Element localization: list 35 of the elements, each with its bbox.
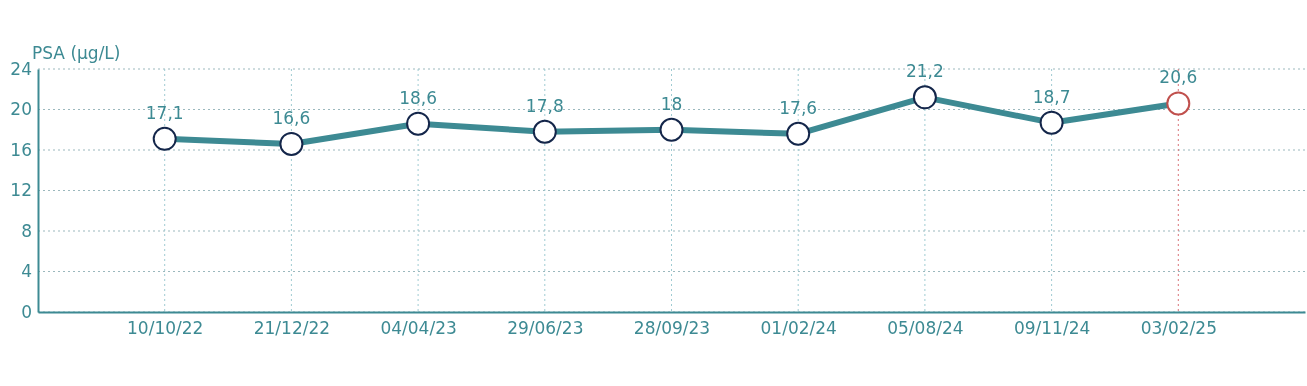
y-axis-title: PSA (µg/L) <box>32 43 121 63</box>
point <box>659 117 684 142</box>
point <box>1039 110 1064 135</box>
point <box>912 85 937 110</box>
x-tick-label: 09/11/24 <box>1013 318 1091 339</box>
y-tick-label: 12 <box>10 180 32 201</box>
point <box>1166 91 1191 116</box>
point <box>406 111 431 136</box>
x-tick-label: 21/12/22 <box>253 318 331 339</box>
y-tick-label: 8 <box>21 220 32 241</box>
point <box>279 131 304 156</box>
data-label: 17,8 <box>525 95 564 116</box>
y-tick-label: 20 <box>10 99 32 120</box>
data-label: 18,6 <box>399 87 438 108</box>
data-label: 18,7 <box>1032 86 1071 107</box>
data-label: 21,2 <box>905 61 944 82</box>
y-tick-label: 4 <box>21 261 32 282</box>
point <box>532 119 557 144</box>
data-label: 17,1 <box>145 102 184 123</box>
x-tick-label: 10/10/22 <box>127 318 204 339</box>
x-tick-label: 03/02/25 <box>1140 318 1217 339</box>
x-tick-label: 28/09/23 <box>633 318 711 339</box>
point <box>786 121 811 146</box>
data-label: 20,6 <box>1159 67 1198 88</box>
y-tick-label: 0 <box>21 301 32 322</box>
x-tick-label: 05/08/24 <box>887 318 964 339</box>
y-tick-label: 16 <box>10 139 32 160</box>
x-tick-label: 04/04/23 <box>380 318 457 339</box>
x-tick-label: 01/02/24 <box>760 318 837 339</box>
data-label: 17,6 <box>779 97 818 118</box>
data-label: 16,6 <box>272 107 311 128</box>
x-tick-label: 29/06/23 <box>507 318 584 339</box>
point <box>152 126 177 151</box>
y-tick-label: 24 <box>10 58 32 79</box>
data-label: 18 <box>660 93 683 114</box>
